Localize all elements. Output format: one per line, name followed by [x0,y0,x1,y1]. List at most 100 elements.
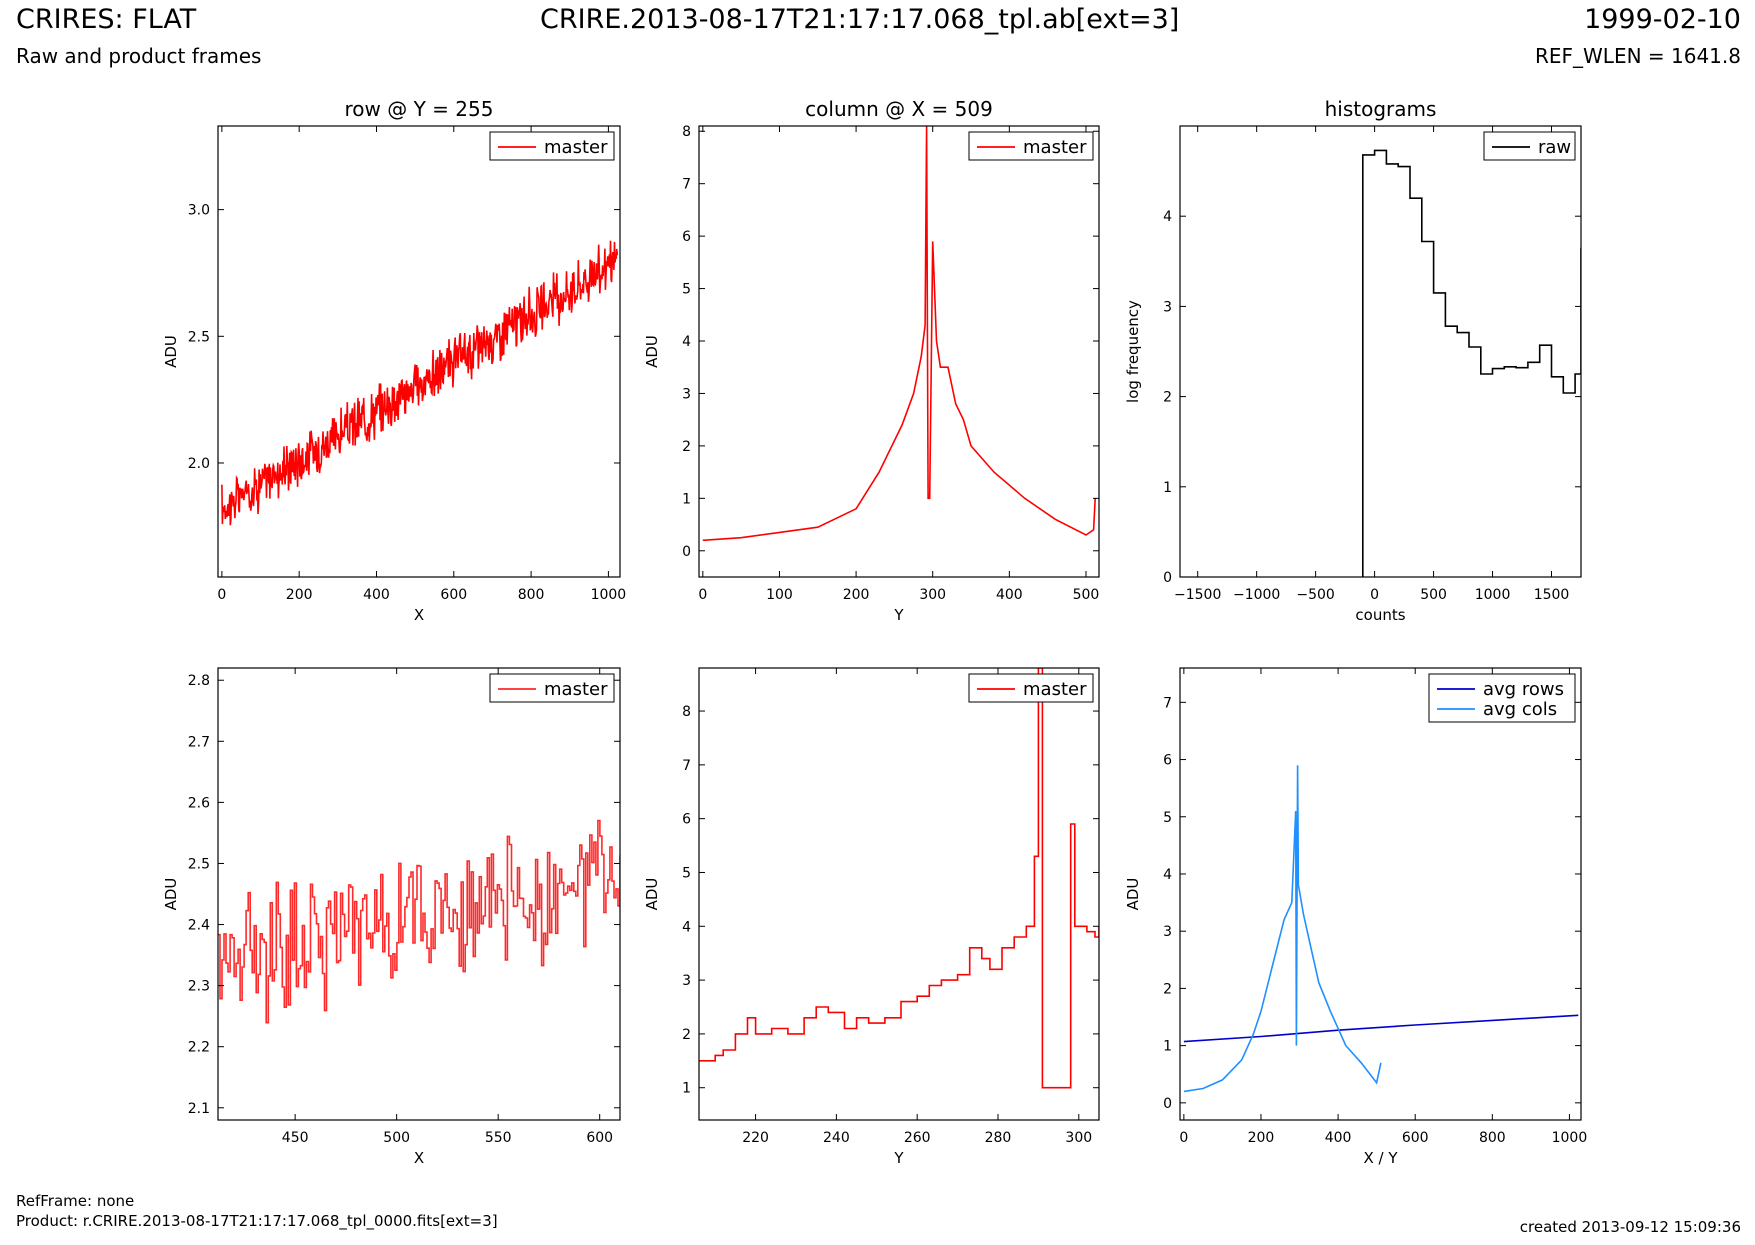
legend-box [489,131,615,161]
x-axis-label: X [414,606,424,624]
y-tick-label: 3 [682,386,691,402]
plot-frame [217,125,621,578]
legend-label: raw [1538,137,1571,158]
x-tick-label: 800 [518,587,545,603]
x-tick-label: −1500 [1174,587,1221,603]
plot-frame [698,125,1100,578]
y-tick-label: 2 [682,1027,691,1043]
panel-col-plot: 0 100 200 300 400 500 0 1 2 3 4 5 6 7 8 Y ADU column @ X … [643,97,1100,624]
y-tick-label: 2.0 [188,456,210,472]
y-tick-label: 1 [682,1081,691,1097]
y-tick-label: 0 [1163,570,1172,586]
y-axis-label: ADU [1124,878,1142,911]
report-date: 1999-02-10 [1584,4,1741,35]
x-tick-label: 0 [698,587,707,603]
y-tick-label: 8 [682,704,691,720]
report-subtitle: Raw and product frames [16,44,262,68]
y-tick-label: 2.8 [188,673,210,689]
x-axis-label: Y [893,1149,904,1167]
y-tick-label: 7 [1163,695,1172,711]
panel-row-plot: 0 200 400 600 800 1000 2.0 2.5 3.0 X ADU row @ Y = … [162,97,626,624]
y-tick-label: 0 [682,544,691,560]
x-tick-label: 200 [843,587,870,603]
y-tick-label: 3 [682,973,691,989]
y-tick-label: 2 [1163,981,1172,997]
plot-frame [1179,125,1582,578]
x-tick-label: 0 [217,587,226,603]
x-tick-label: 240 [823,1130,850,1146]
y-tick-label: 2 [1163,390,1172,406]
legend-label: master [544,679,608,700]
panel-title: histograms [1325,97,1437,121]
y-tick-label: 5 [682,865,691,881]
series-line-master [221,240,619,526]
x-tick-label: 550 [485,1130,512,1146]
series-line-master [699,668,1099,1089]
y-tick-label: 2.5 [188,856,210,872]
y-tick-label: 2.7 [188,734,210,750]
legend: master [489,673,615,703]
x-tick-label: 600 [440,587,467,603]
x-tick-label: 1000 [1475,587,1511,603]
x-tick-label: 500 [1420,587,1447,603]
y-tick-label: 4 [682,334,691,350]
y-tick-label: 2.4 [188,918,210,934]
y-tick-label: 6 [1163,753,1172,769]
y-tick-label: 4 [682,919,691,935]
y-axis-label: ADU [162,335,180,368]
y-tick-label: 1 [682,491,691,507]
x-tick-label: 1000 [591,587,627,603]
y-tick-label: 2.3 [188,979,210,995]
x-tick-label: 450 [282,1130,309,1146]
legend: raw [1483,131,1576,161]
x-tick-label: 220 [742,1130,769,1146]
legend-label: avg cols [1483,699,1557,720]
panel-avg-plot: 0 200 400 600 800 1000 0 1 2 3 4 5 6 7 X / Y ADU avg row… [1124,667,1588,1167]
x-tick-label: 1000 [1552,1130,1588,1146]
series-line-avg-rows [1183,1014,1579,1043]
legend-box [1428,673,1576,723]
y-tick-label: 4 [1163,209,1172,225]
x-tick-label: 400 [1325,1130,1352,1146]
product-name: Product: r.CRIRE.2013-08-17T21:17:17.068… [16,1212,498,1230]
legend: master [489,131,615,161]
y-tick-label: 2.1 [188,1101,210,1117]
x-axis-label: X / Y [1363,1149,1398,1167]
y-tick-label: 6 [682,812,691,828]
x-tick-label: 400 [363,587,390,603]
y-tick-label: 7 [682,758,691,774]
y-tick-label: 2.5 [188,329,210,345]
x-tick-label: 300 [919,587,946,603]
ref-frame: RefFrame: none [16,1192,135,1210]
y-tick-label: 6 [682,229,691,245]
y-tick-label: 4 [1163,867,1172,883]
y-axis-label: log frequency [1124,300,1142,403]
y-axis-label: ADU [643,335,661,368]
plot-frame [698,667,1100,1121]
file-name: CRIRE.2013-08-17T21:17:17.068_tpl.ab[ext… [540,4,1180,35]
x-tick-label: 200 [1248,1130,1275,1146]
legend-box [1483,131,1576,161]
legend: master [968,131,1094,161]
x-tick-label: 260 [904,1130,931,1146]
x-tick-label: 500 [1073,587,1100,603]
legend-label: avg rows [1483,679,1564,700]
legend-box [968,131,1094,161]
panel-hist-plot: −1500 −1000 −500 0 500 1000 1500 0 1 2 3 4 counts log… [1124,97,1582,624]
x-tick-label: 280 [985,1130,1012,1146]
y-axis-label: ADU [643,878,661,911]
y-tick-label: 3.0 [188,203,210,219]
legend: master [968,673,1094,703]
legend-box [968,673,1094,703]
y-axis-label: ADU [162,878,180,911]
series-line-raw [1362,149,1581,577]
y-tick-label: 5 [682,282,691,298]
y-tick-label: 2.6 [188,795,210,811]
panel-title: column @ X = 509 [805,97,993,121]
panel-col-zoom: 220 240 260 280 300 1 2 3 4 5 6 7 8 Y ADU master [643,667,1100,1167]
x-axis-label: X [414,1149,424,1167]
x-tick-label: 600 [586,1130,613,1146]
ref-wlen: REF_WLEN = 1641.8 [1534,44,1741,68]
